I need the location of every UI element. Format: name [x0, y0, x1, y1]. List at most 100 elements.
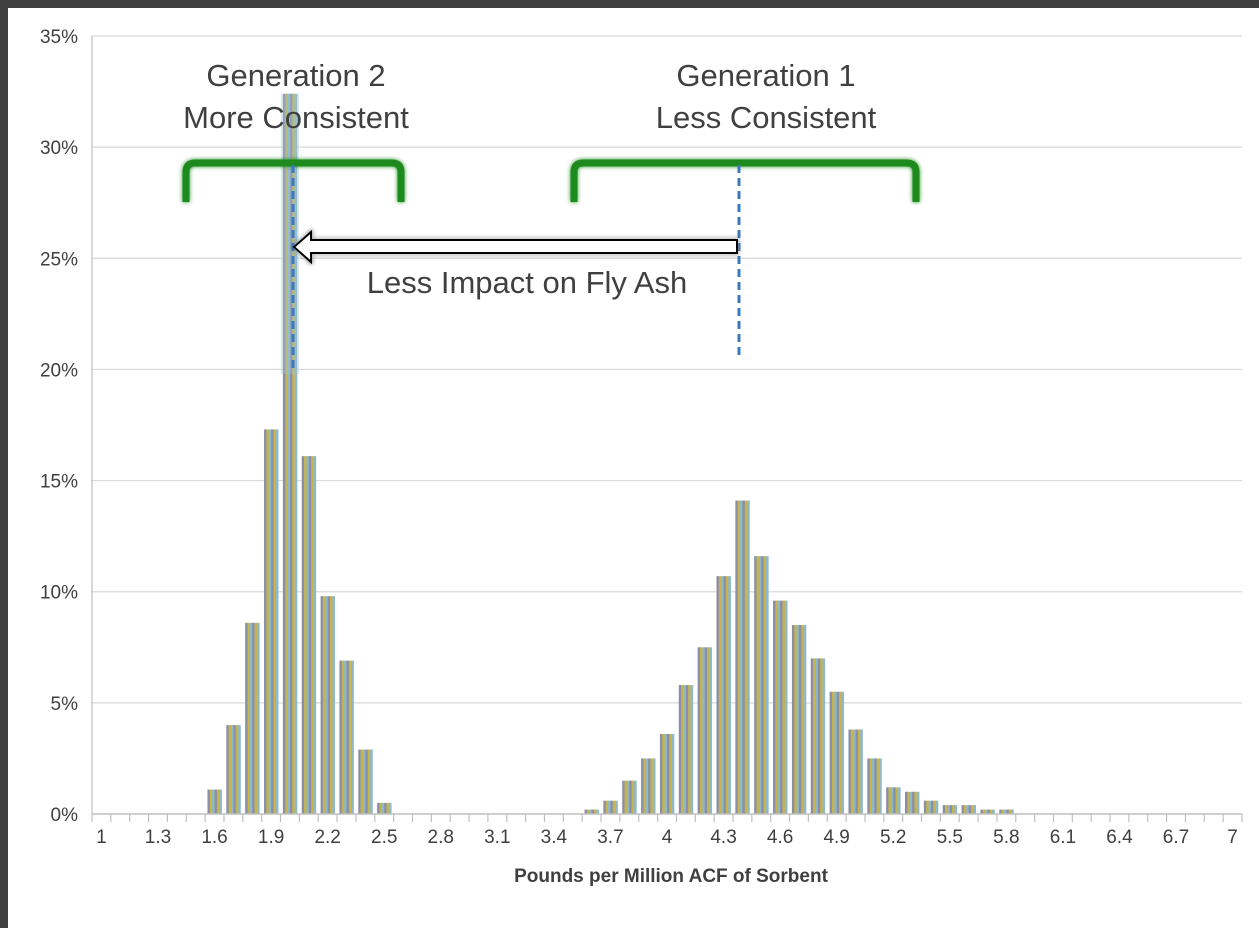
bar-stripe [867, 758, 870, 814]
bar-stripe [683, 685, 687, 814]
bar-stripe [839, 691, 842, 814]
bar-stripe [256, 622, 260, 814]
bar-stripe [810, 658, 814, 814]
bar-stripe [266, 429, 270, 814]
bar-stripe [341, 660, 345, 814]
y-tick-label: 30% [40, 138, 78, 159]
bar-stripe [740, 500, 743, 814]
gen1-bracket [570, 159, 920, 202]
bar-stripe [791, 625, 795, 814]
bar-stripe [1001, 809, 1005, 814]
bar-stripe [820, 658, 823, 814]
bar-stripe [629, 780, 632, 814]
x-tick-label: 1.9 [258, 827, 284, 848]
bar-stripe [358, 749, 361, 814]
bar-stripe [615, 800, 618, 814]
bar-stripe [747, 500, 750, 814]
bar-stripe [332, 596, 336, 814]
bar-stripe [228, 725, 232, 814]
bar-stripe [596, 809, 599, 814]
bar-stripe [271, 429, 274, 814]
bar [791, 625, 807, 814]
dark-border-top [0, 0, 1259, 8]
bar-stripe [365, 749, 369, 814]
bar-stripe [942, 805, 946, 814]
bar-stripe [876, 758, 880, 814]
x-tick-label: 2.8 [428, 827, 454, 848]
bar [848, 729, 863, 814]
bar [622, 780, 637, 814]
bar-stripe [912, 791, 915, 814]
bar-stripe [966, 805, 969, 814]
bar [999, 809, 1014, 814]
bar-stripe [970, 805, 974, 814]
x-tick-label: 5.5 [937, 827, 963, 848]
bar-stripe [765, 556, 769, 814]
x-tick-label: 1.6 [201, 827, 227, 848]
y-tick-label: 5% [51, 694, 79, 715]
gridlines [92, 35, 1242, 704]
bar-stripe [831, 691, 835, 814]
bar-stripe [685, 685, 689, 814]
bar-stripe [718, 576, 722, 814]
bar-stripe [850, 729, 854, 814]
bar-stripe [742, 500, 746, 814]
bar-stripe [669, 733, 673, 814]
bar-stripe [803, 625, 807, 814]
bar-stripe [985, 809, 988, 814]
bar-stripe [933, 800, 936, 814]
bar-stripe [893, 787, 896, 814]
bar-stripe [909, 791, 913, 814]
bar-stripe [681, 685, 684, 814]
bar-stripe [238, 725, 241, 814]
bar-stripe [758, 556, 762, 814]
bar-stripe [659, 733, 663, 814]
bar-stripe [954, 805, 958, 814]
y-tick-label: 0% [51, 805, 79, 826]
bar-stripe [699, 647, 703, 814]
bar-stripe [311, 456, 314, 814]
bar-stripe [231, 725, 234, 814]
gen1-title-line1: Generation 1 [676, 58, 855, 93]
bar-stripe [886, 787, 889, 814]
x-tick-label: 3.7 [597, 827, 623, 848]
gen1-title-line2: Less Consistent [656, 100, 877, 135]
bar-stripe [245, 622, 248, 814]
bar-stripe [339, 660, 343, 814]
bar-stripe [605, 800, 609, 814]
bar-stripe [294, 93, 298, 814]
x-tick-label: 3.4 [541, 827, 568, 848]
bar-stripe [982, 809, 986, 814]
bar-stripe [325, 596, 328, 814]
bar-stripe [233, 725, 237, 814]
bar-stripe [961, 805, 965, 814]
bar-stripe [952, 805, 955, 814]
bar [245, 622, 260, 814]
bar-stripe [1008, 809, 1012, 814]
bar-stripe [798, 625, 802, 814]
bar-stripe [664, 733, 668, 814]
bar-stripe [907, 791, 911, 814]
bar [754, 556, 769, 814]
bar-stripe [841, 691, 845, 814]
bar-stripe [346, 660, 350, 814]
bar [301, 456, 317, 814]
bar-stripe [914, 791, 918, 814]
x-tick-label: 5.8 [993, 827, 1019, 848]
x-tick-label: 6.1 [1050, 827, 1076, 848]
bar [584, 809, 599, 814]
bar-stripe [301, 456, 305, 814]
bar [678, 685, 694, 814]
dark-border-left [0, 0, 8, 928]
bar [697, 647, 713, 814]
bar [320, 596, 336, 814]
bar-stripe [643, 758, 647, 814]
bar-stripe [289, 93, 293, 814]
bar-stripe [905, 791, 908, 814]
bar-stripe [890, 787, 894, 814]
gen2-title-line1: Generation 2 [206, 58, 385, 93]
bar-stripe [209, 789, 213, 814]
bar-stripe [671, 733, 675, 814]
bar-stripe [219, 789, 222, 814]
bar-stripe [860, 729, 863, 814]
